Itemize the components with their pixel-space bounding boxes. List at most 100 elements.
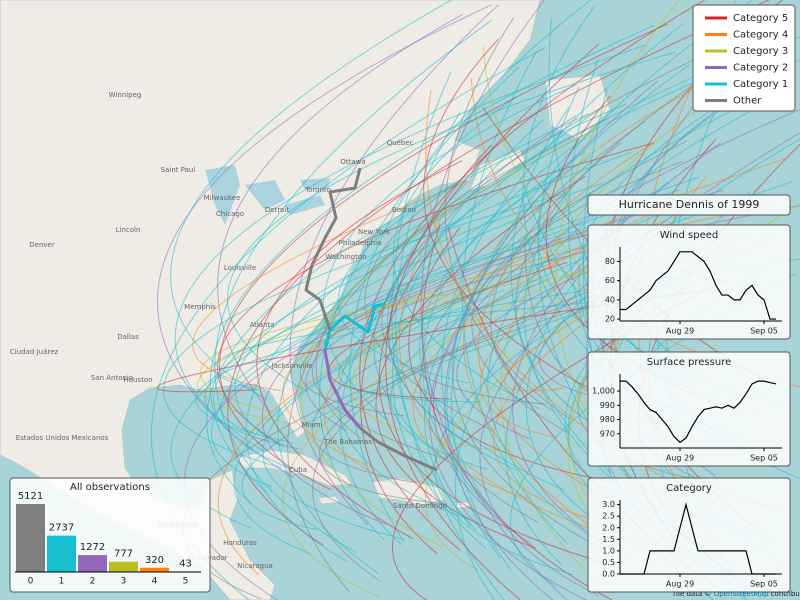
overlay: Hurricane Dennis of 1999 All observation… xyxy=(9,4,800,598)
place-label: Santo Domingo xyxy=(393,502,447,510)
place-label: Nicaragua xyxy=(237,562,273,570)
jamaica xyxy=(317,495,341,505)
storm-track xyxy=(241,264,725,531)
place-label: Toronto xyxy=(304,186,331,194)
storm-track xyxy=(204,225,593,450)
storm-track xyxy=(220,189,680,434)
legend-label: Other xyxy=(733,96,762,107)
track-other xyxy=(304,167,362,331)
attribution-suffix: contributors xyxy=(771,590,800,598)
place-label: Milwaukee xyxy=(204,194,241,202)
place-label: Washington xyxy=(325,253,366,261)
place-label: Detroit xyxy=(265,206,289,214)
storm-track xyxy=(211,176,700,488)
histogram-bar xyxy=(78,555,107,572)
storm-track xyxy=(282,255,614,599)
x-tick-label: Sep 05 xyxy=(750,327,778,336)
storm-track xyxy=(429,217,587,600)
histogram-title: All observations xyxy=(70,482,150,493)
storm-track xyxy=(312,294,595,582)
x-tick-label: 3 xyxy=(121,577,127,587)
attribution-prefix: Tile data © xyxy=(671,590,711,598)
data-line xyxy=(620,251,776,320)
attribution-link[interactable]: OpenStreetMap xyxy=(714,590,769,598)
legend-label: Category 3 xyxy=(733,46,788,57)
y-tick-label: 3.0 xyxy=(602,500,615,509)
chart-title: Category xyxy=(666,483,712,494)
bar-value-label: 777 xyxy=(114,549,133,560)
place-label: Miami xyxy=(301,421,322,429)
bar-value-label: 1272 xyxy=(80,542,105,553)
chart-box xyxy=(587,477,791,593)
storm-track xyxy=(218,219,667,576)
place-label: Louisville xyxy=(224,264,256,272)
land xyxy=(0,0,541,600)
y-tick-label: 80 xyxy=(605,257,615,266)
storm-track xyxy=(323,158,785,478)
panel-title: Hurricane Dennis of 1999 xyxy=(619,198,760,211)
great-lakes xyxy=(205,165,330,225)
y-tick-label: 1.5 xyxy=(602,535,615,544)
place-label: Ottawa xyxy=(340,158,365,166)
y-tick-label: 40 xyxy=(605,295,615,304)
data-line xyxy=(620,502,776,575)
track-cat2 xyxy=(323,349,362,429)
storm-track xyxy=(312,233,587,460)
panel-title-box xyxy=(587,194,791,216)
storm-track xyxy=(490,142,622,412)
place-label: Boston xyxy=(392,206,416,214)
y-tick-label: 970 xyxy=(600,429,615,438)
storm-track xyxy=(446,64,690,559)
storm-track xyxy=(217,142,655,447)
storm-track xyxy=(419,140,687,523)
chart-title: Wind speed xyxy=(660,230,719,241)
data-line xyxy=(620,380,777,444)
place-label: Dallas xyxy=(117,333,139,341)
storm-track xyxy=(245,59,732,562)
y-tick-label: 1.0 xyxy=(602,546,615,555)
storm-track xyxy=(500,43,798,590)
place-label: Memphis xyxy=(184,303,216,311)
bar-value-label: 2737 xyxy=(49,523,74,534)
y-tick-label: 990 xyxy=(600,401,615,410)
bar-value-label: 320 xyxy=(145,555,164,566)
legend-label: Category 1 xyxy=(733,79,788,90)
y-tick-label: 2.0 xyxy=(602,523,615,532)
histogram-bar xyxy=(109,561,138,572)
storm-track xyxy=(163,192,568,469)
histogram-bar xyxy=(140,567,169,572)
x-tick-label: 4 xyxy=(152,577,158,587)
storm-track xyxy=(419,151,585,491)
place-label: Chicago xyxy=(216,210,244,218)
place-label: Estados Unidos Mexicanos xyxy=(16,434,109,442)
place-label: Jacksonville xyxy=(271,362,313,370)
bar-value-label: 43 xyxy=(179,558,192,569)
attribution: Tile data © OpenStreetMap contributors xyxy=(671,590,800,598)
x-tick-label: Sep 05 xyxy=(750,580,778,589)
storm-track xyxy=(195,258,800,444)
storm-track xyxy=(192,180,468,392)
storm-track xyxy=(206,103,627,504)
place-label: Cuba xyxy=(289,466,307,474)
x-tick-label: 0 xyxy=(28,577,34,587)
y-tick-label: 980 xyxy=(600,415,615,424)
storm-track xyxy=(444,17,571,420)
place-label: Lincoln xyxy=(116,226,141,234)
storm-track xyxy=(381,226,547,405)
y-tick-label: 0.5 xyxy=(602,558,615,567)
storm-track xyxy=(340,106,604,546)
storm-track xyxy=(392,119,544,549)
y-tick-label: 2.5 xyxy=(602,512,615,521)
histogram-bar xyxy=(47,535,76,572)
place-label: Houston xyxy=(123,376,152,384)
storm-track xyxy=(315,117,609,439)
storm-track xyxy=(289,4,499,525)
x-tick-label: 2 xyxy=(90,577,96,587)
storm-track xyxy=(170,0,453,401)
place-label: San Antonio xyxy=(91,374,133,382)
y-tick-label: 60 xyxy=(605,276,615,285)
storm-track xyxy=(399,205,638,545)
storm-track xyxy=(364,182,494,432)
storm-track xyxy=(174,44,647,453)
